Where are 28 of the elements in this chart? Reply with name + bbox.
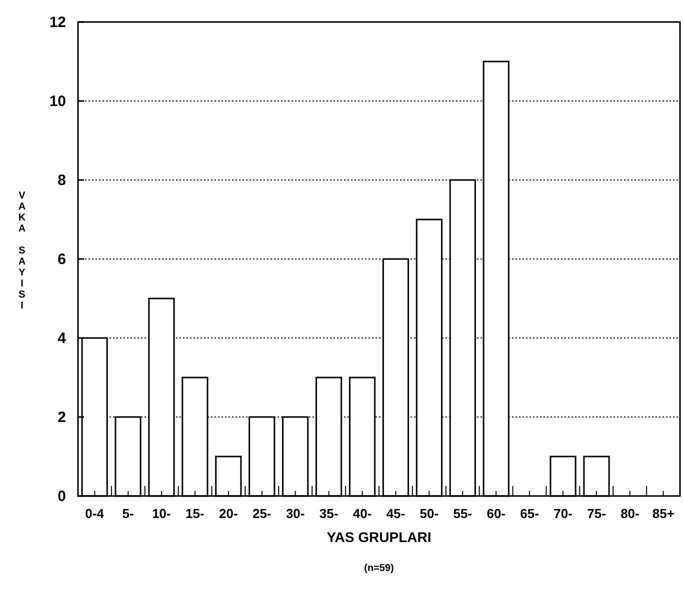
x-tick-label: 50- bbox=[420, 506, 439, 521]
x-tick-label: 65- bbox=[520, 506, 539, 521]
y-tick-label: 8 bbox=[58, 172, 66, 189]
x-tick-label: 10- bbox=[152, 506, 171, 521]
x-tick-label: 55- bbox=[453, 506, 472, 521]
x-tick-label: 0-4 bbox=[85, 506, 105, 521]
x-axis-title: YAS GRUPLARI bbox=[326, 529, 432, 545]
x-tick-label: 80- bbox=[620, 506, 640, 521]
x-tick-label: 85+ bbox=[652, 506, 675, 521]
text: (n=59) bbox=[364, 563, 394, 574]
x-tick-label: 35- bbox=[319, 506, 338, 521]
y-tick-label: 4 bbox=[58, 330, 67, 347]
x-tick-label: 15- bbox=[186, 506, 204, 521]
x-tick-label: 20- bbox=[219, 506, 238, 521]
y-tick-label: 10 bbox=[49, 93, 66, 110]
x-tick-label: 60- bbox=[486, 506, 506, 521]
x-tick-label: 5- bbox=[122, 506, 134, 521]
y-tick-label: 2 bbox=[58, 409, 66, 426]
x-tick-label: 75- bbox=[587, 506, 606, 521]
x-tick-label: 40- bbox=[352, 506, 372, 521]
x-tick-label: 25- bbox=[252, 506, 272, 521]
x-tick-label: 70- bbox=[554, 506, 572, 521]
y-tick-label: 6 bbox=[58, 251, 66, 268]
y-tick-label: 0 bbox=[58, 488, 66, 505]
x-tick-label: 45- bbox=[386, 506, 406, 521]
x-tick-label: 30- bbox=[286, 506, 305, 521]
y-tick-label: 12 bbox=[49, 14, 66, 31]
text: VAKA SAYISI bbox=[18, 190, 26, 312]
